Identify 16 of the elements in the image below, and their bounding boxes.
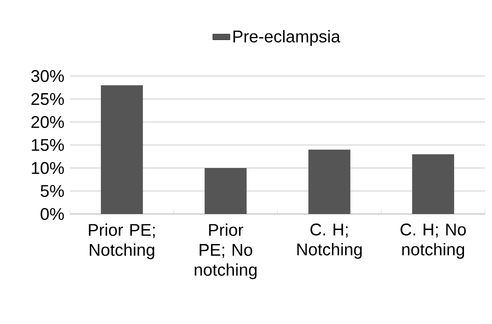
y-tick-label: 0%	[40, 208, 64, 220]
x-tick-label: C. H; No notching	[400, 224, 466, 259]
y-tick-label: 5%	[40, 185, 64, 197]
y-tick-label: 10%	[32, 162, 64, 174]
y-tick-label: 15%	[32, 139, 64, 151]
bar	[412, 154, 454, 214]
legend-label: Pre-eclampsia	[233, 30, 340, 46]
y-tick-label: 30%	[31, 70, 64, 82]
bar	[308, 150, 350, 214]
bar	[100, 85, 143, 214]
x-tick-label: Prior PE; Notching	[88, 224, 155, 260]
bar	[204, 168, 247, 214]
y-tick-label: 25%	[31, 93, 64, 105]
y-tick-label: 20%	[31, 116, 64, 128]
x-tick-label: C. H; Notching	[297, 224, 362, 259]
x-tick-label: Prior PE; No notching	[194, 224, 257, 280]
